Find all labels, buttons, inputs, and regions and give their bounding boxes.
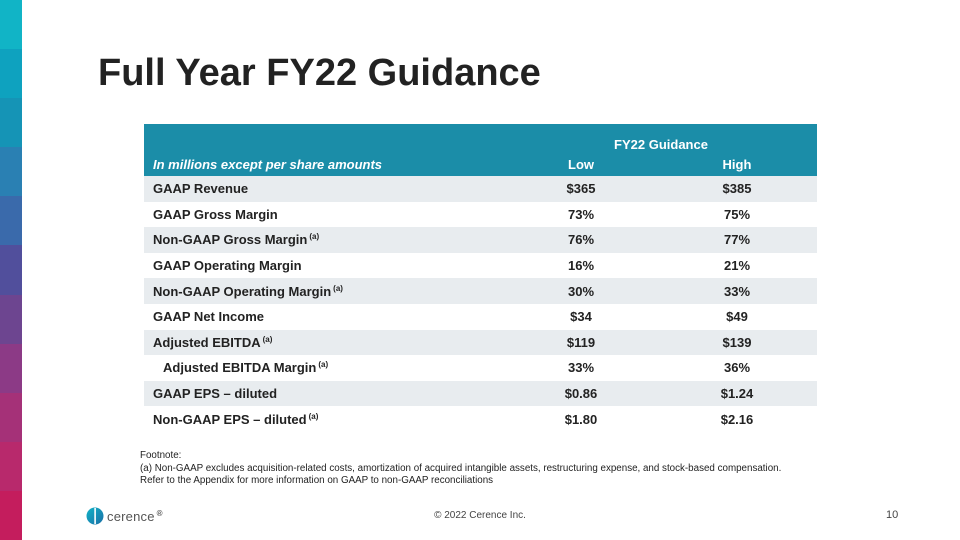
- high-value: $2.16: [720, 411, 754, 427]
- table-row: Adjusted EBITDA Margin (a) 33% 36%: [144, 355, 817, 381]
- cerence-logo: cerence ®: [86, 507, 163, 525]
- high-value: $49: [726, 309, 748, 325]
- low-column-header: Low: [505, 152, 657, 176]
- table-row: Adjusted EBITDA (a) $119 $139: [144, 329, 817, 356]
- stripe-segment: [0, 147, 22, 197]
- footnote-marker: (a): [308, 411, 319, 421]
- table-row: GAAP Revenue $365 $385: [144, 176, 817, 202]
- high-column-header: High: [657, 152, 817, 176]
- table-row: Non-GAAP Operating Margin (a) 30% 33%: [144, 278, 817, 304]
- footnote-marker: (a): [262, 334, 273, 344]
- table-row: Non-GAAP Gross Margin (a) 76% 77%: [144, 227, 817, 253]
- table-row: GAAP EPS – diluted $0.86 $1.24: [144, 380, 817, 407]
- high-value: $1.24: [657, 380, 817, 407]
- stripe-segment: [0, 0, 22, 50]
- copyright: © 2022 Cerence Inc.: [434, 510, 526, 521]
- stripe-segment: [0, 196, 22, 246]
- stripe-segment: [0, 490, 22, 540]
- low-value: $1.80: [564, 411, 598, 427]
- table-row: GAAP Operating Margin 16% 21%: [144, 253, 817, 279]
- fy22-guidance-header: FY22 Guidance: [505, 124, 817, 152]
- footnote-heading: Footnote:: [140, 450, 182, 461]
- low-value: 73%: [567, 206, 595, 222]
- header-blank-cell: [144, 124, 505, 152]
- metric-label: GAAP Revenue: [144, 176, 505, 202]
- high-value: 36%: [723, 360, 751, 376]
- footnote-marker: (a): [318, 360, 329, 370]
- cerence-logo-icon: [86, 507, 104, 525]
- high-value: 21%: [723, 258, 751, 274]
- logo-wordmark: cerence ®: [107, 508, 163, 524]
- low-value: $34: [570, 309, 592, 325]
- footnote-line-a: (a) Non-GAAP excludes acquisition-relate…: [140, 462, 782, 474]
- metric-label: Non-GAAP EPS – diluted (a): [153, 411, 319, 427]
- stripe-segment: [0, 294, 22, 344]
- footnote-marker: (a): [333, 283, 343, 293]
- row-label-header: In millions except per share amounts: [144, 152, 505, 176]
- high-value: 75%: [723, 206, 751, 222]
- low-value: 33%: [567, 360, 595, 376]
- page-number: 10: [886, 509, 899, 521]
- low-value: $365: [505, 176, 657, 202]
- low-value: $119: [505, 329, 657, 356]
- stripe-segment: [0, 49, 22, 99]
- stripe-segment: [0, 392, 22, 442]
- stripe-segment: [0, 343, 22, 393]
- table-group-header-row: FY22 Guidance: [144, 124, 817, 152]
- table-body: GAAP Revenue $365 $385 GAAP Gross Margin 73%…: [144, 176, 817, 432]
- footnote: Footnote: (a) Non-GAAP excludes acquisit…: [140, 450, 781, 488]
- high-value: 33%: [657, 278, 817, 304]
- low-value: $0.86: [505, 380, 657, 407]
- footnote-marker: (a): [309, 232, 320, 242]
- table-row: GAAP Net Income $34 $49: [144, 304, 817, 330]
- high-value: $139: [657, 329, 817, 356]
- low-value: 30%: [505, 278, 657, 304]
- metric-label: GAAP EPS – diluted: [144, 380, 505, 407]
- metric-label: GAAP Gross Margin: [153, 206, 278, 222]
- stripe-segment: [0, 441, 22, 491]
- stripe-segment: [0, 245, 22, 295]
- metric-label: Adjusted EBITDA Margin (a): [163, 360, 329, 376]
- stripe-segment: [0, 98, 22, 148]
- metric-label: Non-GAAP Gross Margin (a): [144, 227, 505, 253]
- table-row: GAAP Gross Margin 73% 75%: [144, 202, 817, 228]
- metric-label: GAAP Net Income: [153, 309, 265, 325]
- low-value: 76%: [505, 227, 657, 253]
- metric-label: GAAP Operating Margin: [153, 258, 302, 274]
- page-title: Full Year FY22 Guidance: [98, 52, 541, 94]
- metric-label: Non-GAAP Operating Margin (a): [144, 278, 505, 304]
- low-value: 16%: [567, 258, 595, 274]
- high-value: $385: [657, 176, 817, 202]
- footnote-line-appendix: Refer to the Appendix for more informati…: [140, 475, 494, 486]
- guidance-table: FY22 Guidance In millions except per sha…: [144, 124, 817, 432]
- high-value: 77%: [657, 227, 817, 253]
- table-column-header-row: In millions except per share amounts Low…: [144, 152, 817, 176]
- table-row: Non-GAAP EPS – diluted (a) $1.80 $2.16: [144, 406, 817, 432]
- decorative-color-stripe: [0, 0, 22, 540]
- metric-label: Adjusted EBITDA (a): [144, 329, 505, 356]
